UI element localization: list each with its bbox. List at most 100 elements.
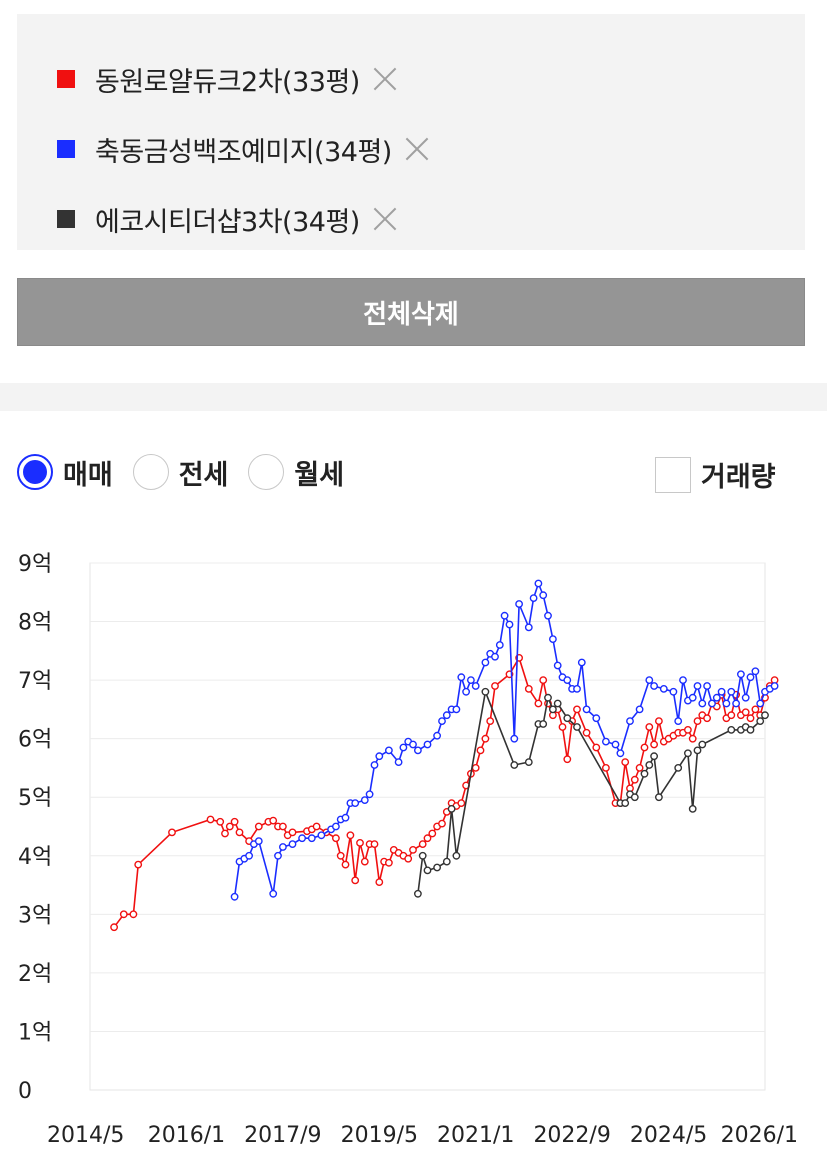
data-point[interactable] xyxy=(770,682,779,690)
data-point[interactable] xyxy=(544,611,552,620)
data-point[interactable] xyxy=(274,851,282,860)
data-point[interactable] xyxy=(423,834,432,843)
delete-all-button[interactable]: 전체삭제 xyxy=(17,278,805,346)
data-point[interactable] xyxy=(539,720,548,728)
data-point[interactable] xyxy=(674,763,683,772)
data-point[interactable] xyxy=(539,591,548,600)
data-point[interactable] xyxy=(505,620,514,629)
data-point[interactable] xyxy=(269,889,278,898)
data-point[interactable] xyxy=(442,711,451,720)
data-point[interactable] xyxy=(563,676,572,685)
data-point[interactable] xyxy=(471,682,480,690)
data-point[interactable] xyxy=(621,758,630,767)
data-point[interactable] xyxy=(650,740,658,749)
data-point[interactable] xyxy=(428,829,437,838)
data-point[interactable] xyxy=(134,860,143,869)
data-point[interactable] xyxy=(110,923,119,932)
data-point[interactable] xyxy=(549,705,557,714)
data-point[interactable] xyxy=(746,725,755,734)
data-point[interactable] xyxy=(278,843,287,851)
data-point[interactable] xyxy=(756,699,765,708)
data-point[interactable] xyxy=(602,763,610,772)
data-point[interactable] xyxy=(602,737,610,746)
data-point[interactable] xyxy=(693,717,702,726)
data-point[interactable] xyxy=(693,746,702,755)
data-point[interactable] xyxy=(278,822,287,831)
radio-sale[interactable]: 매매 xyxy=(17,453,113,492)
data-point[interactable] xyxy=(563,714,572,723)
data-point[interactable] xyxy=(688,734,697,743)
data-point[interactable] xyxy=(717,687,726,696)
data-point[interactable] xyxy=(433,863,441,872)
data-point[interactable] xyxy=(616,749,625,758)
data-point[interactable] xyxy=(495,641,504,649)
data-point[interactable] xyxy=(688,804,697,813)
data-point[interactable] xyxy=(732,699,740,708)
data-point[interactable] xyxy=(655,717,663,726)
data-point[interactable] xyxy=(751,705,760,714)
data-point[interactable] xyxy=(452,705,461,714)
data-point[interactable] xyxy=(746,673,755,682)
data-point[interactable] xyxy=(500,611,509,620)
data-point[interactable] xyxy=(360,857,369,866)
data-point[interactable] xyxy=(298,834,306,843)
data-point[interactable] xyxy=(703,682,711,690)
data-point[interactable] xyxy=(370,761,379,769)
data-point[interactable] xyxy=(471,763,480,772)
data-point[interactable] xyxy=(534,699,543,708)
data-point[interactable] xyxy=(684,749,692,758)
data-point[interactable] xyxy=(457,673,466,682)
data-point[interactable] xyxy=(659,684,668,693)
data-point[interactable] xyxy=(375,878,384,886)
data-point[interactable] xyxy=(384,858,393,867)
data-point[interactable] xyxy=(582,728,591,737)
data-point[interactable] xyxy=(365,790,374,799)
data-point[interactable] xyxy=(418,851,427,860)
radio-monthly[interactable]: 월세 xyxy=(248,453,344,492)
data-point[interactable] xyxy=(245,851,254,860)
data-point[interactable] xyxy=(168,828,176,837)
data-point[interactable] xyxy=(312,822,321,831)
data-point[interactable] xyxy=(457,799,466,807)
data-point[interactable] xyxy=(341,813,350,822)
data-point[interactable] xyxy=(592,714,601,723)
data-point[interactable] xyxy=(216,817,225,826)
radio-unselected-icon[interactable] xyxy=(132,454,169,490)
data-point[interactable] xyxy=(341,860,350,869)
data-point[interactable] xyxy=(510,734,519,743)
data-point[interactable] xyxy=(230,817,239,826)
data-point[interactable] xyxy=(515,600,523,608)
data-point[interactable] xyxy=(375,752,384,761)
data-point[interactable] xyxy=(761,711,769,720)
data-point[interactable] xyxy=(553,661,562,670)
data-point[interactable] xyxy=(592,743,601,752)
data-point[interactable] xyxy=(746,714,755,723)
close-icon[interactable] xyxy=(370,204,400,234)
data-point[interactable] xyxy=(558,723,567,731)
data-point[interactable] xyxy=(727,725,736,734)
data-point[interactable] xyxy=(698,699,707,708)
data-point[interactable] xyxy=(331,834,340,843)
data-point[interactable] xyxy=(674,717,683,726)
close-icon[interactable] xyxy=(402,134,432,164)
data-point[interactable] xyxy=(288,840,297,848)
data-point[interactable] xyxy=(573,705,581,714)
data-point[interactable] xyxy=(129,910,138,919)
data-point[interactable] xyxy=(539,676,548,685)
data-point[interactable] xyxy=(727,687,736,696)
data-point[interactable] xyxy=(626,717,634,726)
data-point[interactable] xyxy=(524,684,533,693)
data-point[interactable] xyxy=(413,889,422,898)
data-point[interactable] xyxy=(737,670,745,679)
data-point[interactable] xyxy=(476,746,485,755)
data-point[interactable] xyxy=(635,705,644,714)
data-point[interactable] xyxy=(645,761,654,769)
radio-selected-icon[interactable] xyxy=(17,454,53,490)
data-point[interactable] xyxy=(331,822,340,831)
data-point[interactable] xyxy=(549,635,557,644)
data-point[interactable] xyxy=(384,746,393,755)
data-point[interactable] xyxy=(708,699,716,708)
data-point[interactable] xyxy=(630,775,639,784)
radio-unselected-icon[interactable] xyxy=(248,454,285,490)
volume-checkbox[interactable]: 거래량 xyxy=(655,455,776,494)
